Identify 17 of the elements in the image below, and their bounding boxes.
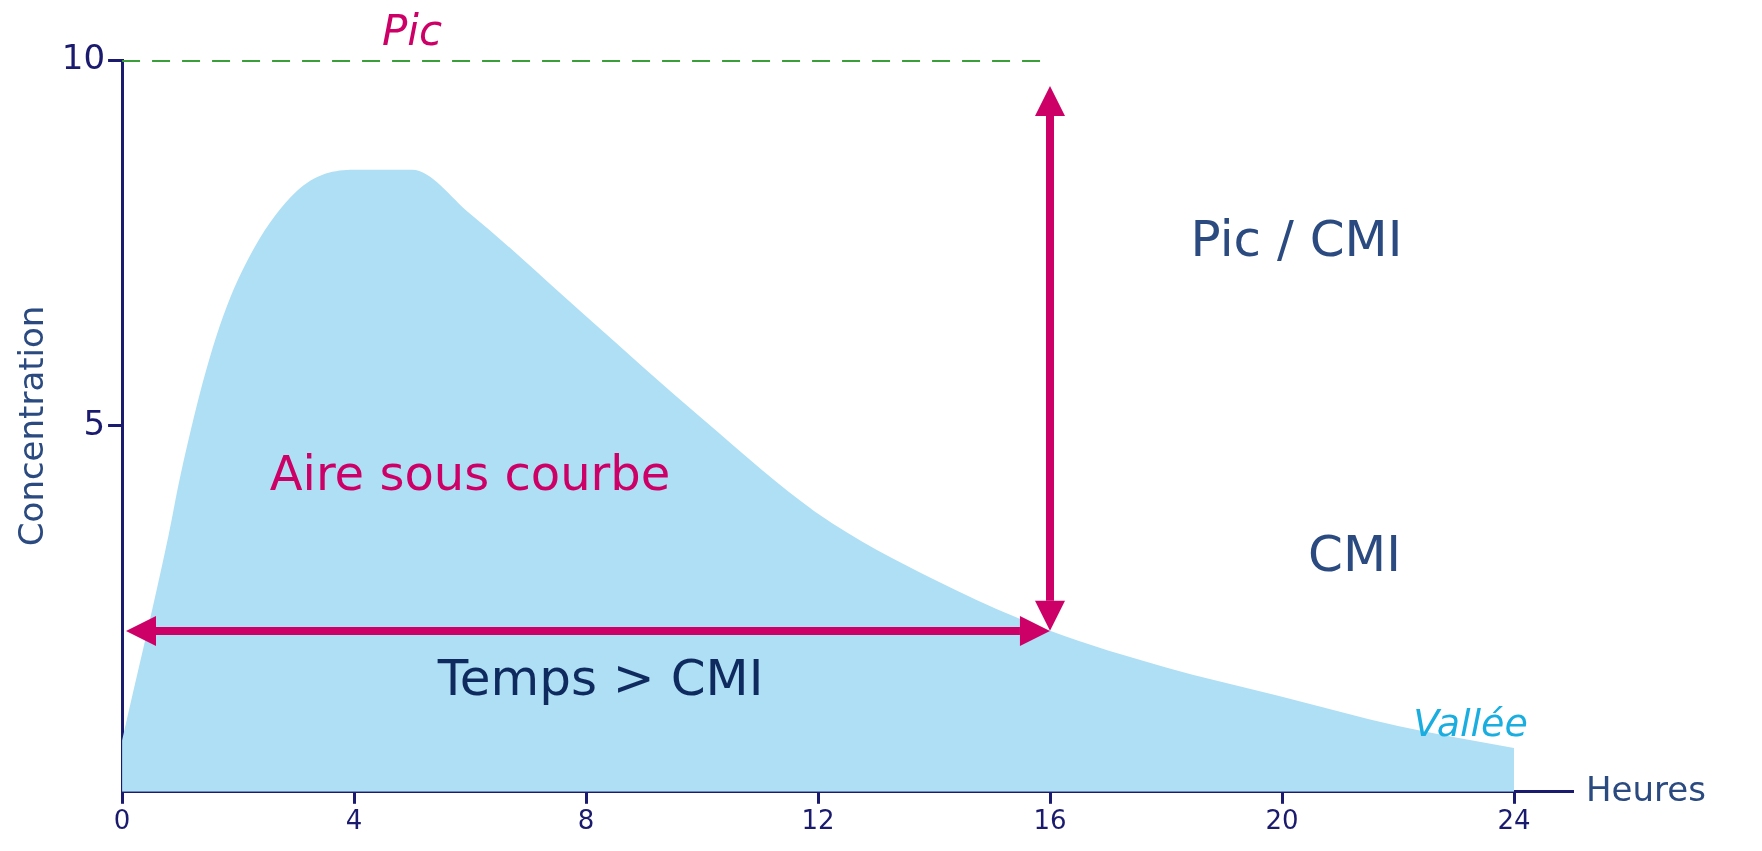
x-tick-label: 0 bbox=[113, 805, 131, 836]
annotation: CMI bbox=[1308, 524, 1401, 583]
x-tick-label: 8 bbox=[577, 805, 595, 836]
annotation: Aire sous courbe bbox=[269, 444, 671, 501]
y-tick-label: 10 bbox=[61, 36, 106, 77]
y-tick-label: 5 bbox=[83, 402, 106, 443]
x-tick-label: 12 bbox=[801, 805, 835, 836]
x-tick-label: 4 bbox=[345, 805, 363, 836]
annotation: Temps > CMI bbox=[436, 649, 764, 708]
annotation: Pic / CMI bbox=[1190, 209, 1403, 268]
annotation: Pic bbox=[382, 5, 443, 55]
x-tick-label: 20 bbox=[1265, 805, 1299, 836]
x-tick-label: 16 bbox=[1033, 805, 1067, 836]
x-tick-label: 24 bbox=[1497, 805, 1531, 836]
y-axis-title: Concentration bbox=[11, 305, 52, 547]
x-axis-title: Heures bbox=[1586, 768, 1706, 809]
annotation: Vallée bbox=[1413, 700, 1528, 745]
